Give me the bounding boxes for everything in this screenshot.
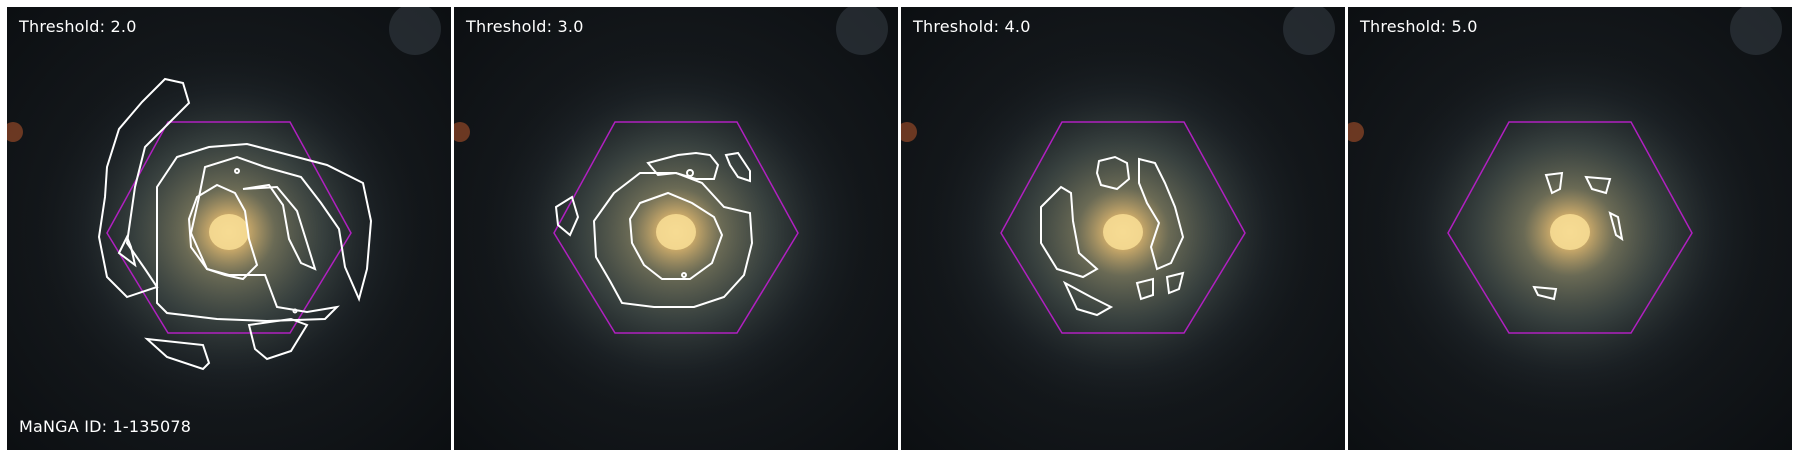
image-panel-threshold-5: Threshold: 5.0 xyxy=(1348,7,1792,450)
contours xyxy=(1040,155,1185,317)
image-panel-threshold-4: Threshold: 4.0 xyxy=(901,7,1345,450)
ifu-hexagon xyxy=(1447,121,1693,334)
threshold-label: Threshold: 3.0 xyxy=(466,17,584,36)
ifu-hexagon xyxy=(1000,121,1246,334)
contours xyxy=(97,77,373,371)
threshold-label: Threshold: 4.0 xyxy=(913,17,1031,36)
galaxy-id-label: MaNGA ID: 1-135078 xyxy=(19,417,192,436)
threshold-label: Threshold: 5.0 xyxy=(1360,17,1478,36)
galaxy-image xyxy=(454,7,898,450)
threshold-label: Threshold: 2.0 xyxy=(19,17,137,36)
galaxy-image xyxy=(7,7,451,450)
ifu-hexagon xyxy=(106,121,352,334)
image-panel-threshold-3: Threshold: 3.0 xyxy=(454,7,898,450)
ifu-hexagon xyxy=(553,121,799,334)
galaxy-image xyxy=(1348,7,1792,450)
image-panel-threshold-2: Threshold: 2.0 MaNGA ID: 1-135078 xyxy=(7,7,451,450)
galaxy-image xyxy=(901,7,1345,450)
contours xyxy=(1532,171,1624,301)
contours xyxy=(554,151,754,308)
